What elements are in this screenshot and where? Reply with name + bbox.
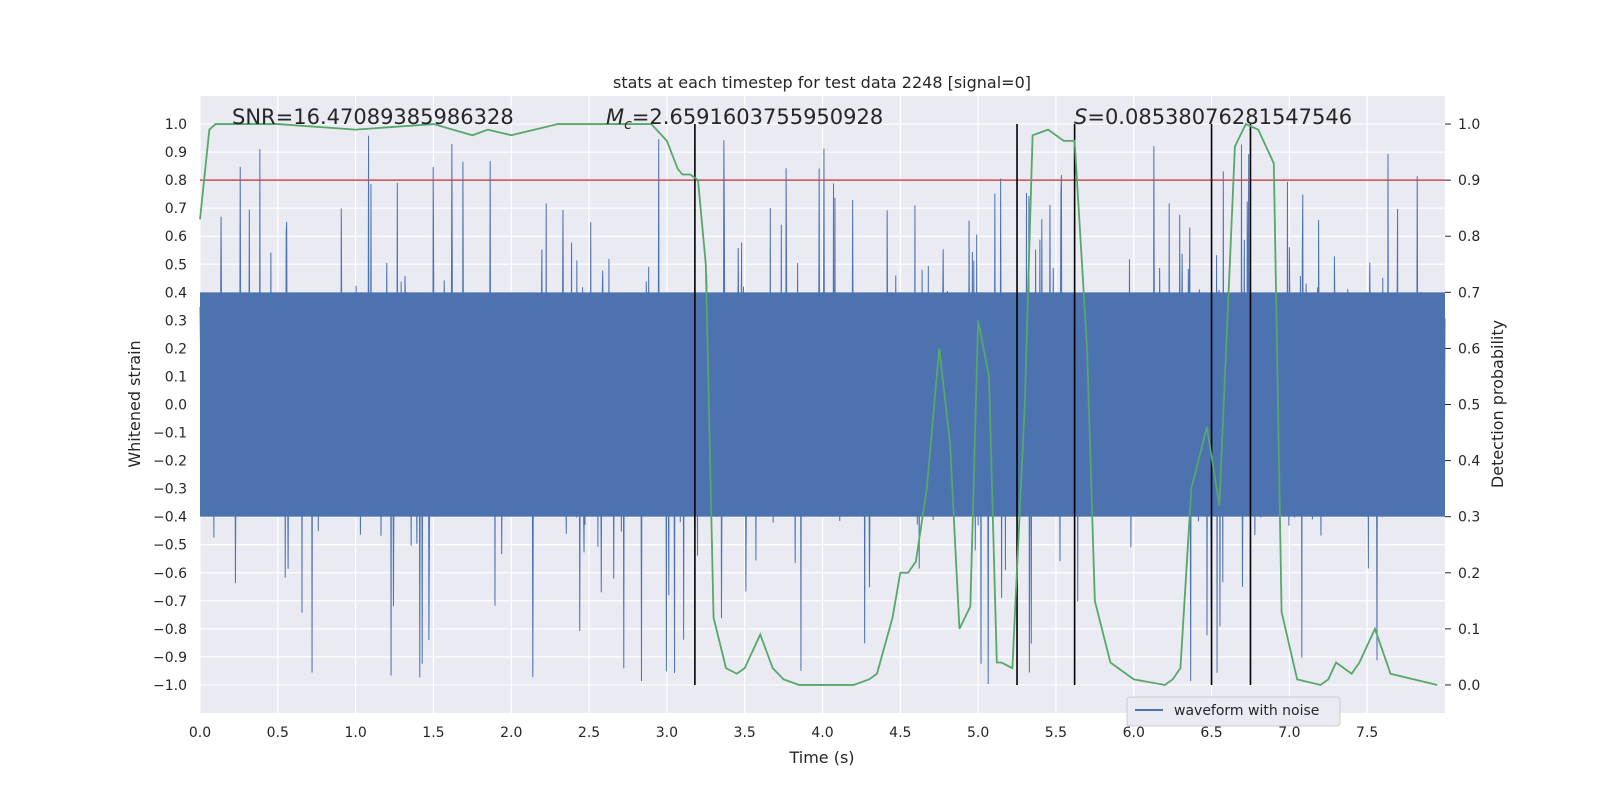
legend-box [1126,696,1341,727]
x-tick-label: 2.0 [500,725,522,741]
y-axis-label: Whitened strain [125,340,144,467]
x-tick-label: 1.5 [422,725,444,741]
y-tick-label: −0.9 [153,650,187,666]
snr-annotation: SNR=16.47089385986328 [232,105,514,129]
y-tick-label: −1.0 [153,678,187,694]
detection-window-lines [694,124,1252,685]
waveform-core-band [200,292,1445,517]
chirp-mass-value: =2.6591603755950928 [632,105,883,129]
y-tick-label: 0.5 [165,257,187,273]
y-tick-label: 0.4 [165,285,187,301]
x-tick-label: 4.5 [889,725,911,741]
y2-tick-label: 0.2 [1458,566,1480,582]
x-axis-ticks: 0.0 0.5 1.0 1.5 2.0 2.5 3.0 3.5 4.0 4.5 5.0 5.5 6.0 6… [189,725,1378,741]
y-tick-label: −0.6 [153,566,187,582]
waveform-with-noise-series [199,135,1446,685]
y-tick-label: −0.1 [153,426,187,442]
y-tick-label: 0.0 [165,398,187,414]
x-tick-label: 0.5 [267,725,289,741]
y-tick-label: −0.8 [153,622,187,638]
y2-tick-label: 0.4 [1458,454,1480,470]
x-axis-label: Time (s) [788,748,854,767]
x-tick-label: 6.0 [1123,725,1145,741]
s-symbol: S [1074,105,1087,129]
y-tick-label: −0.5 [153,538,187,554]
x-tick-label: 2.5 [578,725,600,741]
y2-tick-label: 0.6 [1458,341,1480,357]
y-tick-label: 0.2 [165,341,187,357]
x-tick-label: 3.0 [656,725,678,741]
y-tick-label: 0.7 [165,201,187,217]
s-value: =0.08538076281547546 [1087,105,1352,129]
legend-entry-waveform: waveform with noise [1174,703,1319,719]
y2-tick-label: 0.7 [1458,285,1480,301]
chirp-mass-symbol: M [606,105,624,129]
chart-title: stats at each timestep for test data 224… [613,73,1031,92]
y-tick-label: 0.8 [165,173,187,189]
detection-probability-line [199,122,1438,686]
y-tick-label: 0.1 [165,369,187,385]
y-tick-label: −0.2 [153,454,187,470]
y-tick-label: 0.6 [165,229,187,245]
y2-tick-label: 0.8 [1458,229,1480,245]
x-tick-label: 0.0 [189,725,211,741]
y-tick-label: 0.9 [165,145,187,161]
chirp-mass-annotation: Mc=2.6591603755950928 [606,105,883,133]
y2-tick-label: 0.0 [1458,678,1480,694]
y2-axis-label: Detection probability [1488,320,1507,488]
y2-axis-ticks: 0.0 0.1 0.2 0.3 0.4 0.5 0.6 0.7 0.8 0.9 1.0 [1445,117,1480,694]
y-tick-label: −0.3 [153,482,187,498]
x-tick-label: 5.5 [1045,725,1067,741]
y2-tick-label: 0.5 [1458,398,1480,414]
x-tick-label: 1.0 [344,725,366,741]
y-tick-label: 1.0 [165,117,187,133]
y-tick-label: 0.3 [165,313,187,329]
y-axis-ticks: −1.0 −0.9 −0.8 −0.7 −0.6 −0.5 −0.4 −0.3 −0.2 −0.1… [153,117,187,694]
x-tick-label: 6.5 [1200,725,1222,741]
y2-tick-label: 1.0 [1458,117,1480,133]
y-tick-label: −0.4 [153,510,187,526]
x-tick-label: 3.5 [734,725,756,741]
x-tick-label: 7.0 [1278,725,1300,741]
legend: waveform with noise [1126,696,1341,727]
x-tick-label: 7.5 [1356,725,1378,741]
detection-probability-series [199,122,1438,686]
chirp-mass-subscript: c [624,117,632,133]
x-tick-label: 5.0 [967,725,989,741]
x-tick-label: 4.0 [811,725,833,741]
y-tick-label: −0.7 [153,594,187,610]
y2-tick-label: 0.9 [1458,173,1480,189]
y2-tick-label: 0.1 [1458,622,1480,638]
y2-tick-label: 0.3 [1458,510,1480,526]
s-annotation: S=0.08538076281547546 [1074,105,1352,129]
